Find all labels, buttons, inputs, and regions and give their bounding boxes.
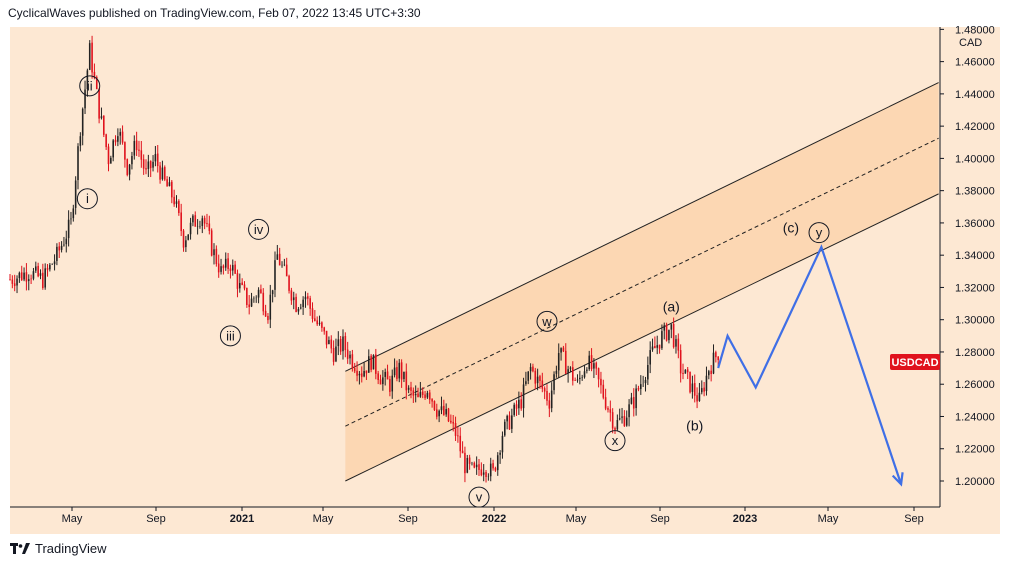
price-series (9, 35, 719, 483)
wave-label: w (541, 314, 552, 329)
time-tick-label: Sep (650, 513, 670, 525)
time-tick-label: Sep (398, 513, 418, 525)
wave-label-circle (79, 75, 101, 97)
price-tick-label: 1.30000 (955, 315, 995, 327)
wave-label: v (476, 490, 483, 505)
wave-label-circle (536, 310, 558, 332)
projection-arrowhead (891, 472, 904, 487)
wave-label: i (86, 191, 89, 206)
price-axis-background (940, 27, 1000, 507)
time-tick-label: Sep (146, 513, 166, 525)
tradingview-logo-icon[interactable] (10, 542, 30, 555)
footer-brand: TradingView (35, 541, 107, 556)
regression-channel (345, 82, 939, 482)
price-tick-label: 1.34000 (955, 250, 995, 262)
wave-label: (a) (663, 298, 680, 314)
price-tick-label: 1.22000 (955, 444, 995, 456)
wave-label-circle (219, 325, 241, 347)
wave-label: iv (254, 222, 264, 237)
price-tick-label: 1.28000 (955, 347, 995, 359)
price-tick-label: 1.24000 (955, 411, 995, 423)
time-tick-label: Sep (904, 513, 924, 525)
time-tick-label: 2021 (230, 513, 254, 525)
wave-label: (c) (783, 219, 799, 235)
currency-label: CAD (959, 37, 982, 49)
symbol-badge (890, 354, 940, 370)
price-axis[interactable]: 1.48000 1.46000 1.44000 1.42000 1.40000 1.380… (890, 24, 1000, 507)
symbol-badge-label: USDCAD (891, 357, 938, 369)
channel-lower-line (345, 193, 939, 482)
time-tick-label: 2023 (733, 513, 757, 525)
currency-label-bg (955, 35, 983, 49)
wave-label: ii (87, 78, 93, 93)
wave-label-circle (248, 218, 270, 240)
publisher-line: CyclicalWaves published on TradingView.c… (8, 6, 421, 20)
wave-label-circle (808, 222, 830, 244)
time-tick-label: May (313, 513, 334, 525)
wave-label-circle (76, 188, 98, 210)
time-tick-label: May (818, 513, 839, 525)
price-tick-label: 1.20000 (955, 476, 995, 488)
wave-label: (b) (686, 418, 703, 434)
projection-line (717, 244, 903, 485)
price-tick-label: 1.48000 (955, 24, 995, 36)
wave-label-circle (604, 430, 626, 452)
channel-upper-line (345, 82, 939, 372)
wave-label: y (816, 225, 823, 240)
price-tick-label: 1.46000 (955, 57, 995, 69)
wave-label: iii (226, 328, 235, 343)
price-tick-label: 1.32000 (955, 282, 995, 294)
time-tick-label: May (566, 513, 587, 525)
plot-background (10, 27, 940, 507)
footer: TradingView (10, 541, 107, 556)
time-tick-label: 2022 (482, 513, 506, 525)
price-tick-label: 1.40000 (955, 153, 995, 165)
projection-path (717, 244, 904, 487)
price-tick-label: 1.42000 (955, 121, 995, 133)
price-tick-label: 1.26000 (955, 379, 995, 391)
channel-median-line (345, 137, 939, 427)
wave-label: x (612, 433, 619, 448)
time-tick-label: May (62, 513, 83, 525)
price-tick-label: 1.36000 (955, 218, 995, 230)
price-tick-label: 1.38000 (955, 186, 995, 198)
price-tick-label: 1.44000 (955, 89, 995, 101)
time-axis-background (10, 507, 1000, 534)
time-axis[interactable]: May Sep 2021 May Sep 2022 May Sep 2023 May Sep (10, 506, 1000, 534)
